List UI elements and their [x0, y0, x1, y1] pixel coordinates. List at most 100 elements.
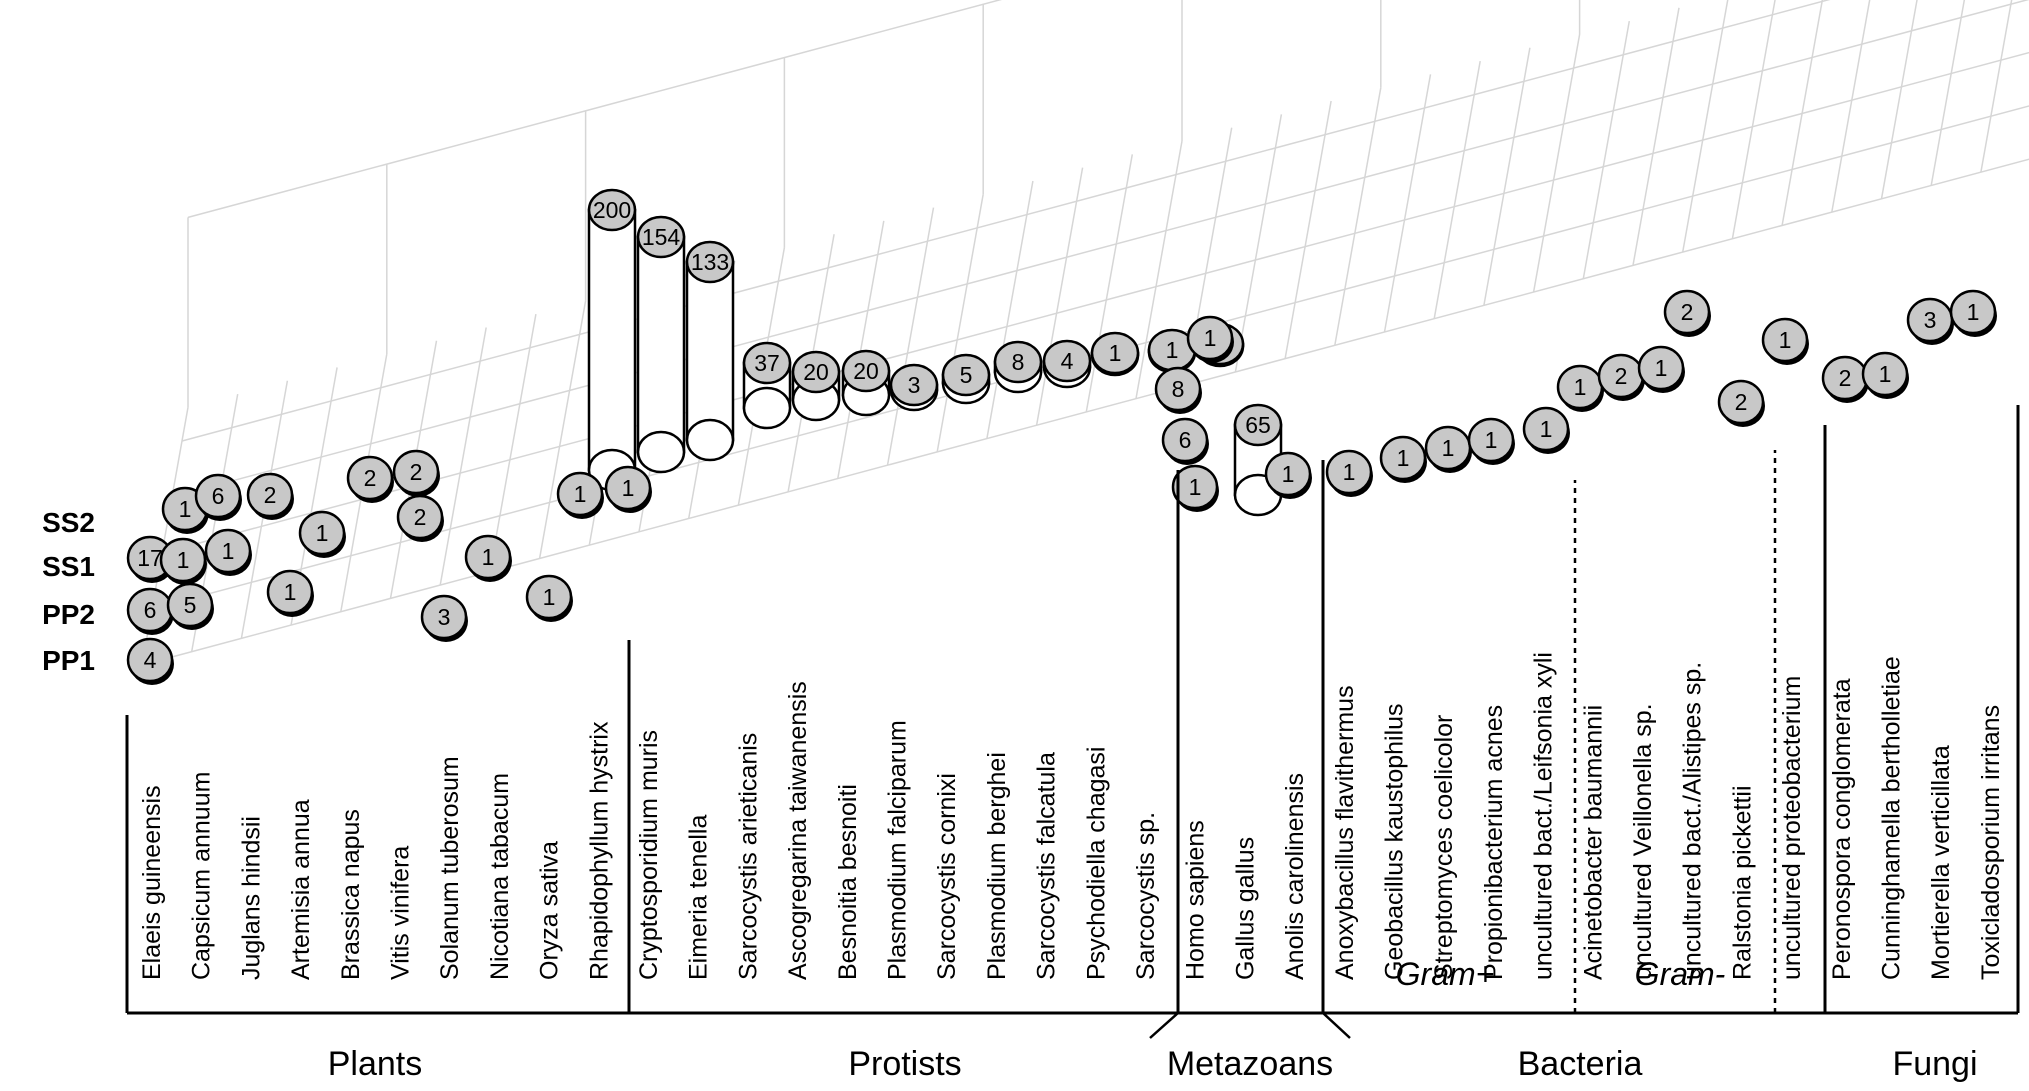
data-label: 5 — [184, 592, 197, 618]
category-label: Plasmodium berghei — [983, 752, 1011, 980]
data-label: 3 — [438, 604, 451, 630]
grid-line — [1035, 167, 1084, 426]
data-label: 133 — [691, 249, 729, 275]
category-label: Mortierella verticillata — [1927, 745, 1955, 980]
chart-grid — [141, 0, 2029, 666]
marker — [556, 471, 604, 517]
marker — [204, 528, 252, 574]
category-label: Anoxybacillus flavithermus — [1331, 685, 1359, 980]
row-label: PP2 — [42, 599, 95, 630]
data-label: 1 — [1540, 416, 1553, 442]
data-label: 2 — [1735, 389, 1748, 415]
category-label: Rhapidophyllum hystrix — [585, 721, 613, 980]
category-label: uncultured bact./Leifsonia xyli — [1530, 652, 1558, 980]
marker — [1154, 366, 1202, 412]
marker — [1171, 464, 1219, 510]
category-label: Peronospora conglomerata — [1828, 678, 1856, 980]
data-label: 1 — [622, 475, 635, 501]
category-label: Eimeria tenella — [685, 815, 713, 980]
group-label: Plants — [328, 1045, 423, 1083]
grid-line — [1681, 0, 1729, 253]
bar-top — [993, 340, 1043, 384]
category-label: Sarcocystis cornixi — [933, 773, 961, 980]
grid-line — [1632, 7, 1680, 266]
category-label: Plasmodium falciparum — [884, 720, 912, 980]
bar-top — [1090, 331, 1140, 375]
marker — [1861, 351, 1909, 397]
data-label: 1 — [316, 520, 329, 546]
marker — [396, 494, 444, 540]
category-label: Ascogregarina taiwanensis — [784, 681, 812, 980]
grid-line — [1334, 87, 1382, 346]
grid-line — [1383, 74, 1432, 333]
grid-line — [1532, 34, 1581, 293]
grid-line — [1781, 0, 1824, 226]
row-labels: PP1 PP2 SS1 SS2 — [42, 507, 95, 676]
group-label: Protists — [848, 1045, 961, 1083]
data-label: 2 — [264, 482, 277, 508]
bar-top — [889, 363, 939, 407]
data-label: 1 — [482, 544, 495, 570]
marker — [1264, 451, 1312, 497]
group-bracket — [125, 405, 2020, 1039]
marker — [420, 594, 468, 640]
category-labels: Elaeis guineensis Capsicum annuum Juglans … — [138, 652, 2005, 980]
grid-line — [181, 0, 1831, 442]
category-label: Vitis vinifera — [387, 846, 415, 980]
grid-line — [1582, 20, 1631, 279]
marker — [1379, 435, 1427, 481]
data-label: 154 — [642, 224, 681, 250]
bar-base — [742, 386, 792, 430]
data-label: 2 — [364, 465, 377, 491]
category-label: Acinetobacter baumannii — [1579, 705, 1607, 980]
data-label: 6 — [212, 483, 225, 509]
grid-line — [171, 0, 2029, 498]
data-label: 2 — [1615, 363, 1628, 389]
bracket-divider — [1149, 1012, 1179, 1039]
category-label: Juglans hindsii — [237, 816, 265, 980]
marker — [1663, 289, 1711, 335]
data-label: 1 — [1166, 337, 1179, 363]
bar-base — [685, 418, 735, 462]
grid-line — [837, 220, 885, 479]
category-label: Anolis carolinensis — [1281, 773, 1309, 980]
category-label: Elaeis guineensis — [138, 785, 166, 980]
grid-line — [538, 300, 587, 559]
data-label: 1 — [1282, 461, 1295, 487]
grid-line — [1135, 140, 1183, 399]
grid-line — [986, 180, 1034, 439]
category-label: Streptomyces coelicolor — [1430, 715, 1458, 980]
data-label: 1 — [1343, 459, 1356, 485]
data-label: 200 — [593, 197, 631, 223]
data-label: 2 — [1681, 299, 1694, 325]
marker — [1467, 417, 1515, 463]
data-label: 1 — [1109, 340, 1122, 366]
category-label: Toxicladosporium irritans — [1977, 705, 2005, 980]
category-label: Artemisia annua — [287, 799, 315, 980]
marker — [604, 465, 652, 511]
grid-line — [439, 327, 487, 586]
bar — [587, 208, 637, 472]
data-label: 1 — [1779, 327, 1792, 353]
category-label: Capsicum annuum — [188, 772, 216, 980]
data-label: 1 — [1485, 427, 1498, 453]
category-label: Oryza sativa — [536, 841, 564, 980]
data-label: 5 — [960, 362, 973, 388]
grid-line — [161, 51, 2029, 554]
marker — [1161, 417, 1209, 463]
group-labels: Plants Protists Metazoans Bacteria Fungi Gram… — [328, 956, 1978, 1083]
category-label: Propionibacterium acnes — [1480, 705, 1508, 980]
data-label: 1 — [543, 584, 556, 610]
data-label: 20 — [803, 359, 829, 385]
marker — [1761, 317, 1809, 363]
category-label: Sarcocystis arieticanis — [734, 733, 762, 980]
bar — [685, 260, 735, 442]
subgroup-label: Gram+ — [1396, 956, 1495, 992]
grid-line — [1980, 0, 2013, 173]
data-label: 20 — [853, 358, 879, 384]
category-label: Cryptosporidium muris — [635, 730, 663, 980]
data-label: 6 — [1179, 427, 1192, 453]
data-label: 1 — [222, 538, 235, 564]
category-label: Brassica napus — [337, 809, 365, 980]
bar — [636, 235, 686, 454]
